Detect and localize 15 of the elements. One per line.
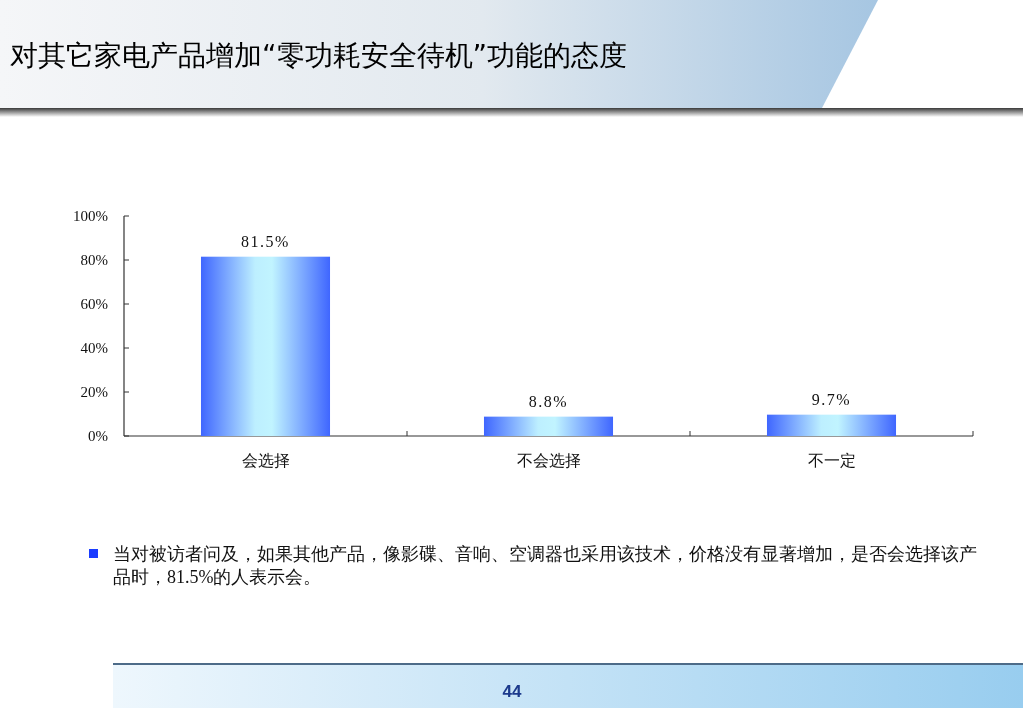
x-tick-label: 不会选择 [516, 452, 581, 469]
x-tick-label: 会选择 [241, 452, 290, 469]
y-tick-label: 40% [80, 340, 108, 356]
y-tick-label: 100% [73, 208, 108, 224]
x-tick-label: 不一定 [807, 452, 856, 469]
data-label: 81.5% [241, 232, 290, 250]
data-label: 8.8% [528, 392, 569, 410]
y-tick-label: 80% [80, 252, 108, 268]
text: 44 [502, 682, 522, 701]
y-tick-label: 0% [88, 428, 108, 444]
y-tick-label: 60% [80, 296, 108, 312]
y-tick-label: 20% [80, 384, 108, 400]
text: 当对被访者问及，如果其他产品，像影碟、音响、空调器也采用该技术，价格没有显著增加，是否会选择该产品时，81.5%的人表示会。 [113, 543, 978, 589]
data-label: 9.7% [811, 390, 852, 408]
chart-title: 对其它家电产品增加“零功耗安全待机”功能的态度 [10, 39, 628, 72]
